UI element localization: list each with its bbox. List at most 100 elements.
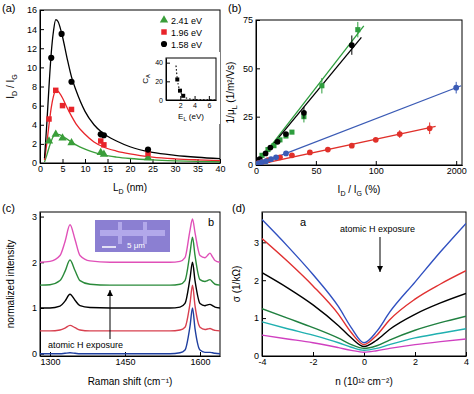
text-part: G [11,74,18,79]
marker [268,156,274,162]
tick-mark [40,67,44,68]
marker [100,150,108,157]
panel-c: 1300145016000123Raman shift (cm⁻¹)normal… [5,212,221,387]
plot-frame [256,20,462,165]
tick: 12 [27,44,44,54]
tick-label: 1600 [190,357,210,367]
text-part: A [145,74,151,78]
tick: 8 [32,82,44,92]
y-axis: 02040 [155,59,170,104]
legend-marker [161,29,166,34]
tick-mark [200,352,201,356]
figure-container: 05101520253035400246810121416LD (nm)ID /… [0,0,474,394]
tick: 40 [155,59,170,66]
tick: 3 [32,212,44,222]
inner-label: b [208,216,214,228]
marker [349,42,355,48]
tick-label: 100 [369,166,384,176]
marker [178,89,182,93]
tick: 50 [311,161,321,176]
series [257,35,355,162]
tick-mark [40,48,44,49]
tick-label: 2000 [447,166,467,176]
tick-label: 4 [193,102,197,109]
text-part: normalized intensity [5,240,16,328]
tick-label: 3 [254,238,259,248]
tick-label: 40 [155,59,163,66]
tick-label: 2 [413,357,418,367]
tick: 2 [254,276,266,286]
x2-axis: 2000 [257,161,467,176]
tick: 5 [60,159,65,174]
panel-b: 05010020000255075ID / IG (%)1/μL (1/m²/V… [225,15,467,197]
panel-a-inset: 24602040EL (eV)CA [141,52,220,124]
panel-label: (a) [2,2,15,14]
marker [301,110,307,116]
fit-line [256,126,436,165]
tick-label: 12 [27,44,37,54]
tick-label: 2 [179,102,183,109]
tick-mark [40,106,44,107]
legend-marker [161,41,167,47]
tick-label: 3 [32,212,37,222]
tick-label: 16 [27,5,37,15]
text-part: (eV) [187,112,205,121]
spectrum-line [262,335,466,352]
legend: 2.41 eV1.96 eV1.58 eV [160,15,202,49]
tick-label: 40 [215,164,225,174]
tick-label: 15 [103,164,113,174]
device-image: 5 μm [95,220,170,252]
tick-label: 1450 [115,357,135,367]
tick-mark [166,63,170,64]
annotation-arrow [110,290,111,339]
marker [52,130,60,137]
spectrum-line [40,237,220,285]
x-axis-title: EL (eV) [178,112,204,122]
tick-mark [40,125,44,126]
marker [263,151,269,157]
inset-label: 5 μm [127,241,145,250]
marker [59,31,65,37]
tick-mark [40,87,44,88]
x-axis: 246 [167,96,217,109]
tick-label: 75 [243,15,253,25]
plot-area [40,219,220,354]
marker [69,107,74,112]
plot-area [175,66,216,100]
tick-label: 35 [193,164,203,174]
text-part: (nm) [124,182,147,193]
marker [289,152,295,158]
tick: 100 [369,161,384,176]
marker [67,138,75,145]
tick-label: 0 [32,158,37,168]
y-axis-title: ID / IG [5,74,18,98]
panel-d: -4-20240123n (10¹² cm⁻²)σ (1/kΩ)aatomic … [231,212,469,387]
plot-area [256,22,461,165]
marker [181,94,185,98]
x-axis: -4-2024 [258,352,469,367]
marker [325,147,331,153]
tick: 2 [413,352,418,367]
marker [45,136,53,143]
panel-label: (d) [232,202,245,214]
plot-frame [262,212,466,356]
tick: 10 [80,159,90,174]
series [256,122,433,165]
tick: 50 [243,64,260,74]
tick: 10 [27,63,44,73]
tick-label: 4 [32,120,37,130]
marker [53,88,58,93]
marker [319,83,324,88]
text-part: (1/m²/Vs) [225,62,236,106]
y-axis-title: 1/μL (1/m²/Vs) [225,62,238,124]
marker [101,132,107,138]
tick-label: -4 [258,357,266,367]
marker [355,27,360,32]
tick-mark [166,81,170,82]
marker [273,154,279,160]
tick: 14 [27,25,44,35]
fit-line [45,90,221,160]
tick-label: 10 [80,164,90,174]
tick-mark [40,217,44,218]
tick-label: 25 [243,112,253,122]
